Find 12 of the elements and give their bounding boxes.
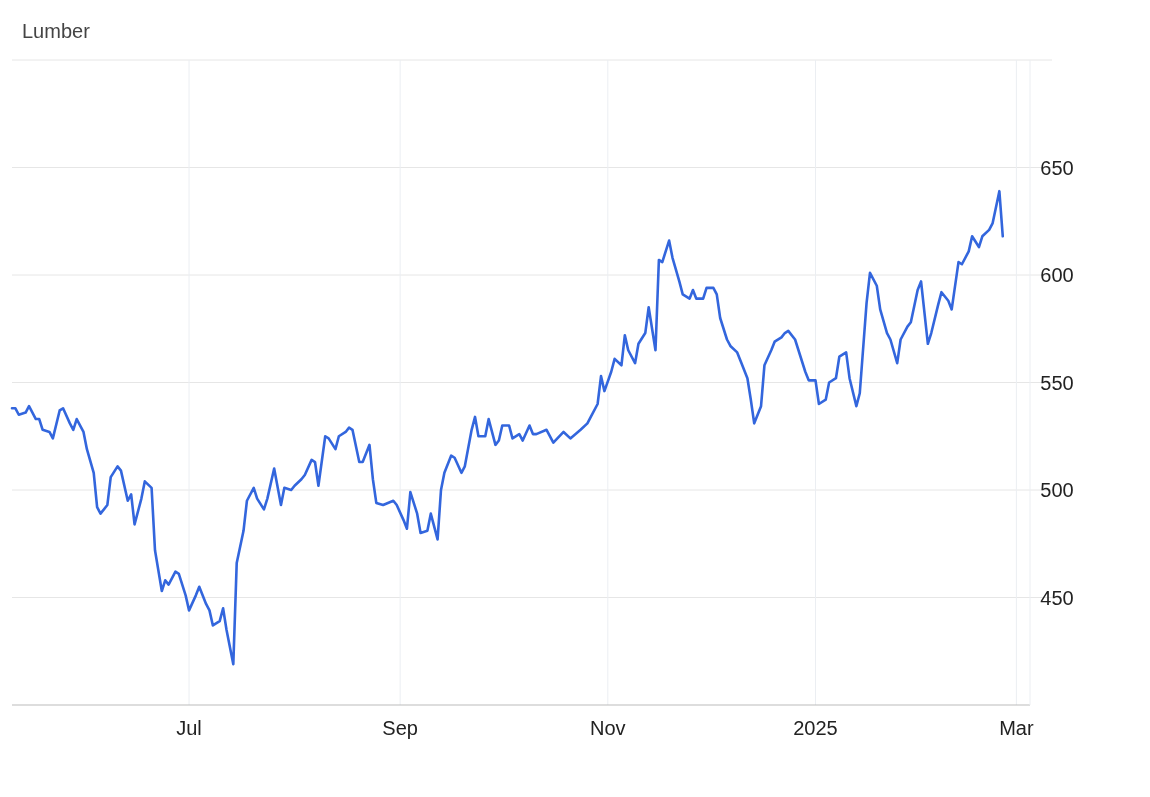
y-tick-label: 600 xyxy=(1040,264,1074,286)
y-tick-label: 550 xyxy=(1040,371,1074,394)
y-tick-label: 450 xyxy=(1040,586,1074,609)
line-series xyxy=(10,189,1005,666)
x-tick-label: Sep xyxy=(382,717,418,739)
y-tick-label: 500 xyxy=(1040,479,1074,501)
y-tick-label: 650 xyxy=(1040,156,1074,179)
x-tick-label: Mar xyxy=(999,717,1034,739)
chart-title: Lumber xyxy=(22,20,91,42)
x-tick-label: Nov xyxy=(590,717,626,739)
x-tick-label: Jul xyxy=(176,717,202,739)
x-tick-label: 2025 xyxy=(793,717,838,739)
